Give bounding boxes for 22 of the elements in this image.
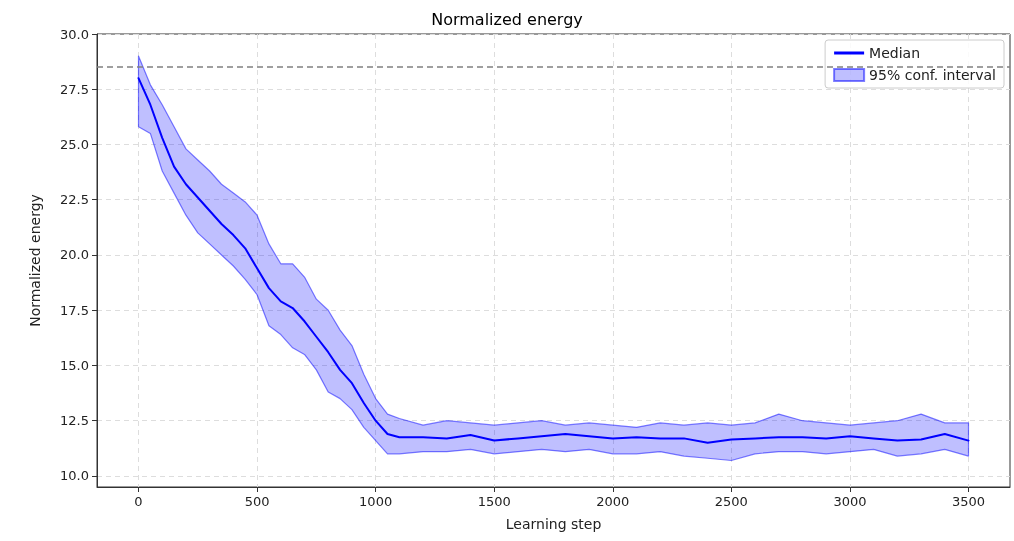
y-tick-label: 25.0: [60, 136, 89, 152]
y-tick-label: 20.0: [60, 247, 89, 263]
legend-label: Median: [869, 45, 921, 61]
x-tick-label: 3500: [951, 494, 986, 509]
y-tick-label: 12.5: [60, 413, 89, 429]
x-tick-label: 500: [244, 494, 270, 509]
x-tick-label: 3000: [833, 494, 867, 509]
x-tick-label: 2500: [714, 494, 748, 509]
y-tick-label: 17.5: [60, 302, 89, 318]
y-tick-label: 30.0: [60, 26, 89, 42]
y-axis-title: Normalized energy: [27, 194, 43, 327]
y-tick-label: 22.5: [60, 192, 89, 208]
x-tick-label: 0: [134, 494, 143, 509]
y-tick-label: 10.0: [60, 468, 89, 484]
x-tick-label: 1000: [359, 494, 393, 509]
y-tick-label: 27.5: [60, 81, 89, 97]
x-tick-label: 2000: [596, 494, 630, 509]
y-tick-label: 15.0: [60, 357, 89, 373]
chart-title: Normalized energy: [431, 9, 583, 29]
legend-label: 95% conf. interval: [869, 67, 996, 83]
x-axis-title: Learning step: [505, 516, 602, 532]
x-tick-label: 1500: [477, 494, 511, 509]
